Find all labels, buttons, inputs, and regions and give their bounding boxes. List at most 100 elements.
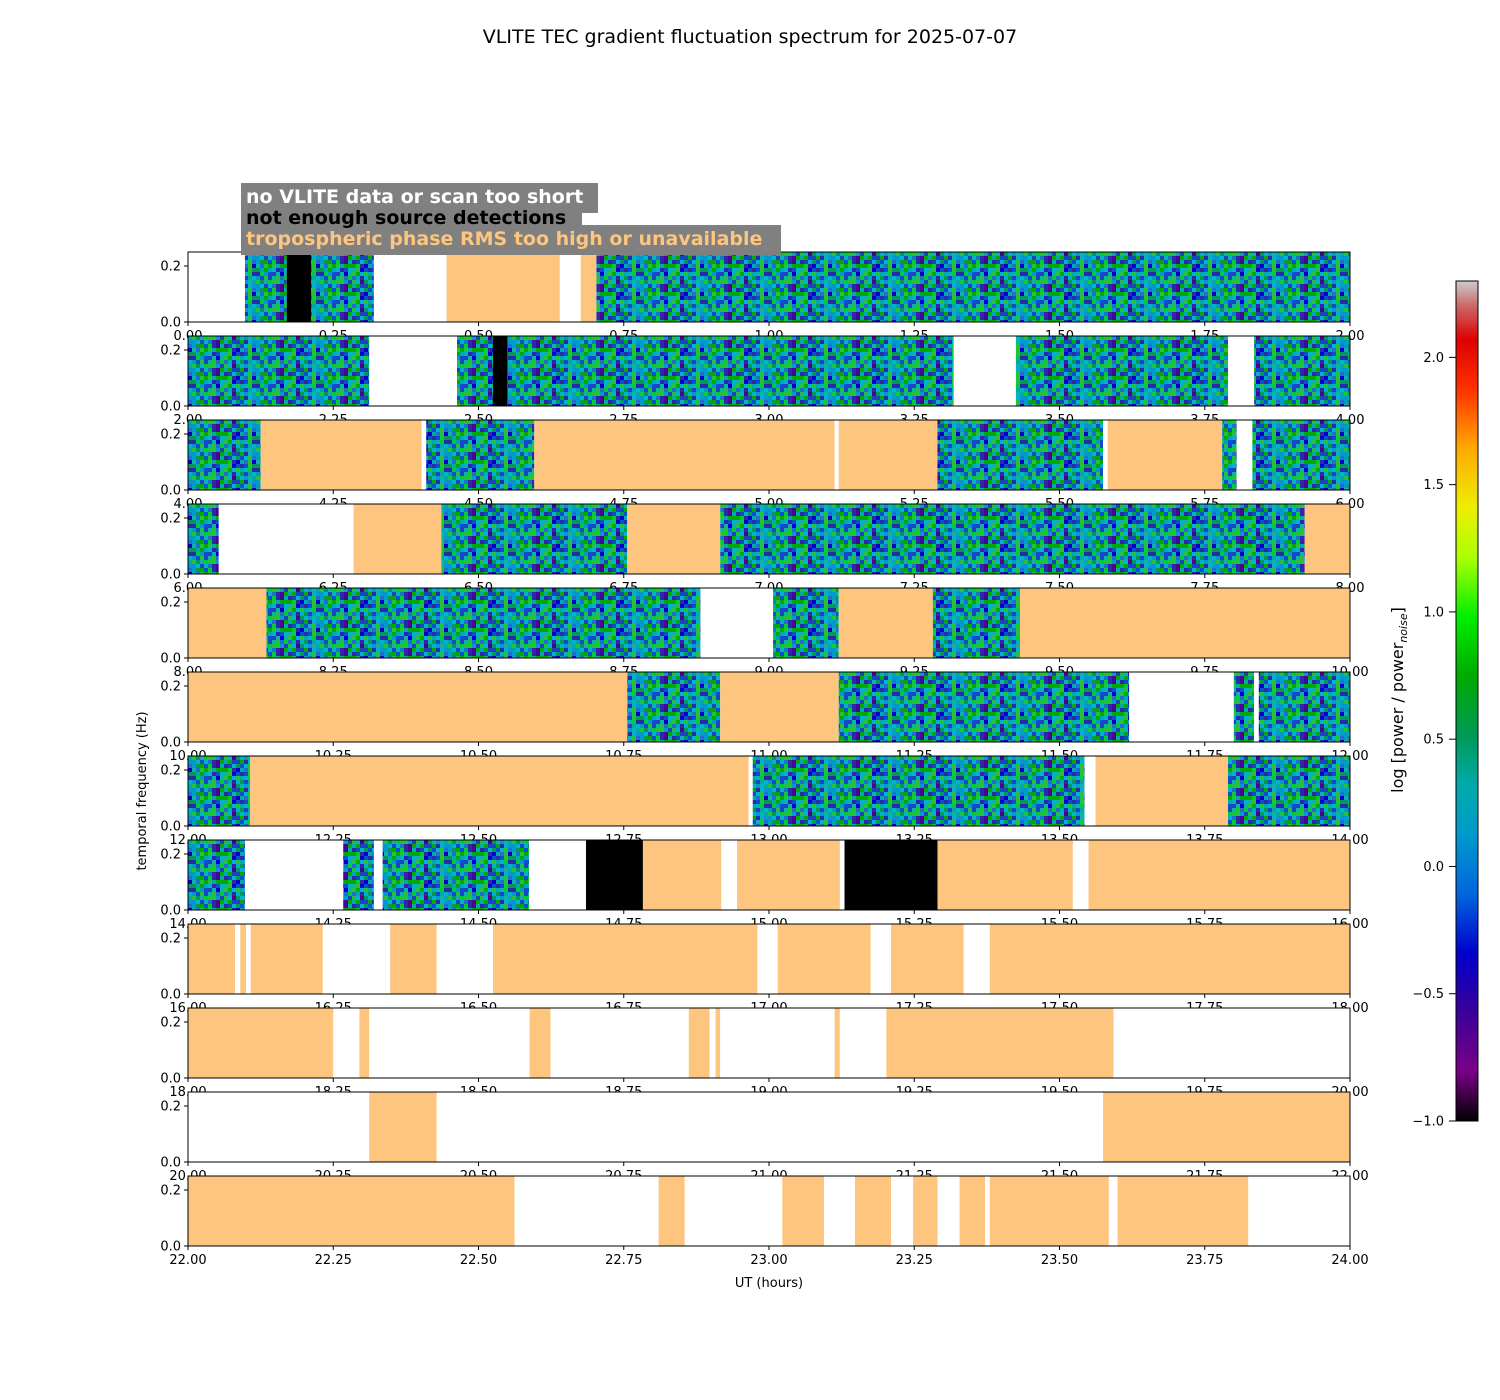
- y-tick-label: 0.2: [160, 344, 181, 359]
- segment-tropo: [854, 1176, 892, 1246]
- segment-data: [932, 588, 1020, 658]
- segment-none: [436, 1092, 1104, 1162]
- y-tick-label: 0.0: [160, 400, 181, 415]
- segment-none: [235, 924, 241, 994]
- segment-none: [369, 1008, 530, 1078]
- panel-4: 6.006.256.506.757.007.257.507.758.000.00…: [160, 503, 1364, 596]
- y-tick-label: 0.0: [160, 1156, 181, 1171]
- y-tick-label: 0.2: [160, 1184, 181, 1199]
- segment-data: [382, 840, 530, 910]
- segment-none: [436, 924, 494, 994]
- segment-black: [585, 840, 643, 910]
- segment-tropo: [529, 1008, 551, 1078]
- y-tick-label: 0.0: [160, 1240, 181, 1255]
- panel-5: 8.008.258.508.759.009.259.509.7510.000.0…: [160, 587, 1369, 680]
- segment-none: [757, 924, 778, 994]
- segment-none: [700, 588, 774, 658]
- panels-group: 0.000.250.500.751.001.251.501.752.000.00…: [160, 251, 1369, 1268]
- segment-tropo: [534, 420, 835, 490]
- segment-none: [373, 252, 447, 322]
- segment-tropo: [720, 672, 839, 742]
- legend-box-2: [241, 207, 582, 229]
- y-tick-label: 0.2: [160, 680, 181, 695]
- segment-data: [1252, 420, 1350, 490]
- colorbar-label-main: log [power / power: [1388, 642, 1407, 793]
- panel-6: 10.0010.2510.5010.7511.0011.2511.5011.75…: [160, 671, 1369, 764]
- segment-none: [891, 1176, 914, 1246]
- segment-tropo: [250, 924, 323, 994]
- segment-none: [421, 420, 427, 490]
- x-axis-label: UT (hours): [735, 1276, 803, 1291]
- colorbar-gradient: [1455, 280, 1479, 1122]
- segment-data: [426, 420, 535, 490]
- panel-3: 4.004.254.504.755.005.255.505.756.000.00…: [160, 419, 1364, 512]
- x-tick-label: 22.00: [169, 1253, 206, 1268]
- segment-none: [246, 924, 251, 994]
- segment-none: [188, 1092, 370, 1162]
- segment-tropo: [188, 1176, 515, 1246]
- segment-data: [937, 420, 1104, 490]
- y-tick-label: 0.0: [160, 904, 181, 919]
- segment-tropo: [688, 1008, 710, 1078]
- segment-none: [244, 840, 344, 910]
- segment-none: [550, 1008, 689, 1078]
- y-tick-label: 0.2: [160, 1016, 181, 1031]
- segment-none: [529, 840, 586, 910]
- segment-tropo: [989, 924, 1350, 994]
- colorbar: −1.0 −0.5 0.0 0.5 1.0 1.5 2.0 log [power / pow…: [1388, 280, 1479, 1130]
- segment-none: [937, 1176, 960, 1246]
- legend-no-data: no VLITE data or scan too short: [246, 186, 583, 208]
- segment-none: [1227, 336, 1255, 406]
- segment-tropo: [240, 924, 247, 994]
- segment-data: [311, 252, 374, 322]
- segment-tropo: [1304, 504, 1350, 574]
- segment-tropo: [715, 1008, 721, 1078]
- x-tick-label: 23.75: [1186, 1253, 1223, 1268]
- colorbar-label-sub: noise: [1397, 613, 1410, 642]
- segment-none: [963, 924, 990, 994]
- segment-tropo: [959, 1176, 986, 1246]
- legend-few-detections: not enough source detections: [246, 207, 566, 229]
- x-tick-label: 24.00: [1331, 1253, 1368, 1268]
- segment-tropo: [1117, 1176, 1249, 1246]
- segment-black: [286, 252, 312, 322]
- y-tick-label: 0.0: [160, 484, 181, 499]
- segment-data: [1233, 672, 1255, 742]
- segment-none: [188, 252, 245, 322]
- colorbar-ticks: −1.0 −0.5 0.0 0.5 1.0 1.5 2.0: [1412, 351, 1456, 1130]
- segment-data: [1258, 672, 1350, 742]
- segment-tropo: [250, 756, 749, 826]
- segment-tropo: [188, 588, 267, 658]
- segment-tropo: [891, 924, 964, 994]
- segment-tropo: [658, 1176, 685, 1246]
- y-tick-label: 0.0: [160, 736, 181, 751]
- segment-none: [333, 1008, 360, 1078]
- segment-data: [266, 588, 701, 658]
- y-tick-label: 0.2: [160, 428, 181, 443]
- segment-tropo: [737, 840, 840, 910]
- segment-tropo: [913, 1176, 938, 1246]
- segment-data: [188, 840, 245, 910]
- legend: no VLITE data or scan too short not enou…: [241, 183, 781, 255]
- segment-data: [343, 840, 374, 910]
- segment-data: [1015, 336, 1228, 406]
- colorbar-tick-label: −1.0: [1412, 1115, 1444, 1130]
- segment-data: [1222, 420, 1237, 490]
- panel-7: 12.0012.2512.5012.7513.0013.2513.5013.75…: [160, 755, 1369, 848]
- segment-data: [188, 756, 251, 826]
- legend-tropo: tropospheric phase RMS too high or unava…: [246, 228, 762, 250]
- chart-title: VLITE TEC gradient fluctuation spectrum …: [483, 26, 1017, 48]
- segment-none: [322, 924, 391, 994]
- x-tick-label: 22.25: [315, 1253, 352, 1268]
- segment-none: [748, 756, 753, 826]
- segment-none: [953, 336, 1016, 406]
- y-axis-label: temporal frequency (Hz): [135, 711, 150, 870]
- y-tick-label: 0.2: [160, 932, 181, 947]
- segment-tropo: [188, 672, 628, 742]
- colorbar-tick-label: −0.5: [1412, 987, 1444, 1002]
- y-tick-label: 0.0: [160, 988, 181, 1003]
- colorbar-label-close: ]: [1388, 607, 1407, 613]
- segment-none: [1072, 840, 1089, 910]
- panel-10: 18.0018.2518.5018.7519.0019.2519.5019.75…: [160, 1007, 1369, 1100]
